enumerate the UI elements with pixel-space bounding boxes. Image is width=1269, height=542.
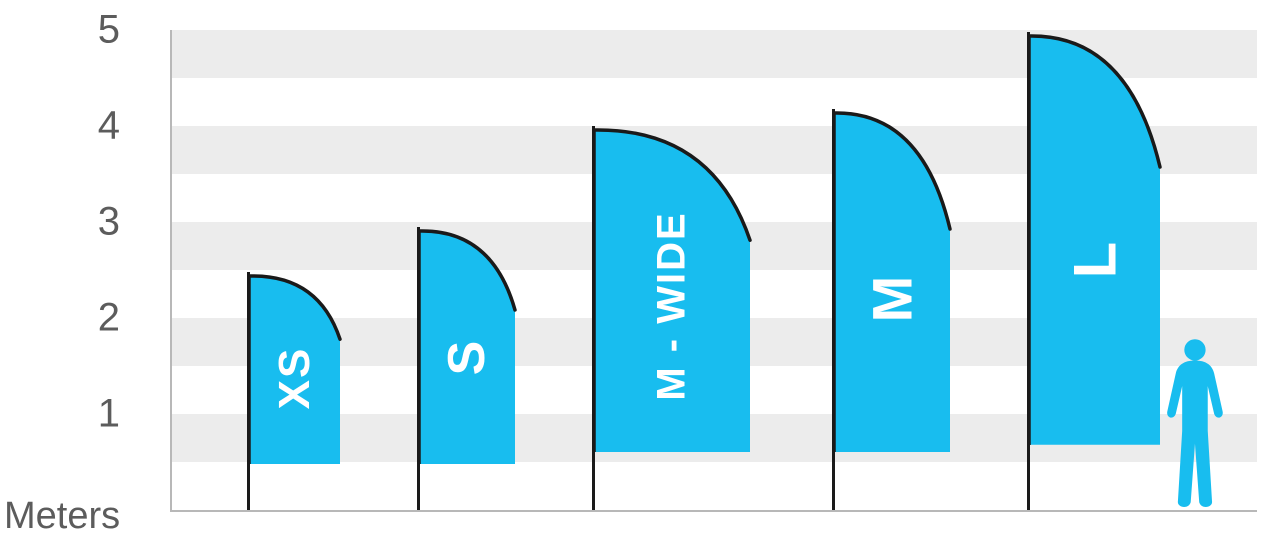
y-tick: 2: [98, 296, 120, 341]
y-axis: 1 2 3 4 5: [0, 0, 170, 542]
flag-label: M: [860, 273, 925, 322]
flag-fabric: L: [1027, 32, 1162, 445]
flag-size-chart: 1 2 3 4 5 Meters XS S M - WIDE M L: [0, 0, 1269, 542]
flag-l: L: [1027, 30, 1162, 510]
flag-m: M: [832, 30, 952, 510]
y-tick: 1: [98, 392, 120, 437]
flag-s: S: [417, 30, 517, 510]
flag-fabric: XS: [247, 272, 342, 464]
flag-fabric: M: [832, 109, 952, 453]
flag-label: S: [437, 339, 497, 376]
flag-label: XS: [270, 346, 320, 409]
flag-fabric: M - WIDE: [592, 126, 752, 452]
y-tick: 3: [98, 200, 120, 245]
person-silhouette: [1163, 337, 1227, 510]
flag-xs: XS: [247, 30, 342, 510]
flag-m-wide: M - WIDE: [592, 30, 752, 510]
plot-area: XS S M - WIDE M L: [170, 30, 1257, 512]
y-tick: 4: [98, 104, 120, 149]
flag-fabric: S: [417, 227, 517, 464]
axis-title: Meters: [4, 495, 120, 538]
y-tick: 5: [98, 8, 120, 53]
flag-label: L: [1060, 240, 1129, 279]
flag-label: M - WIDE: [650, 211, 695, 400]
